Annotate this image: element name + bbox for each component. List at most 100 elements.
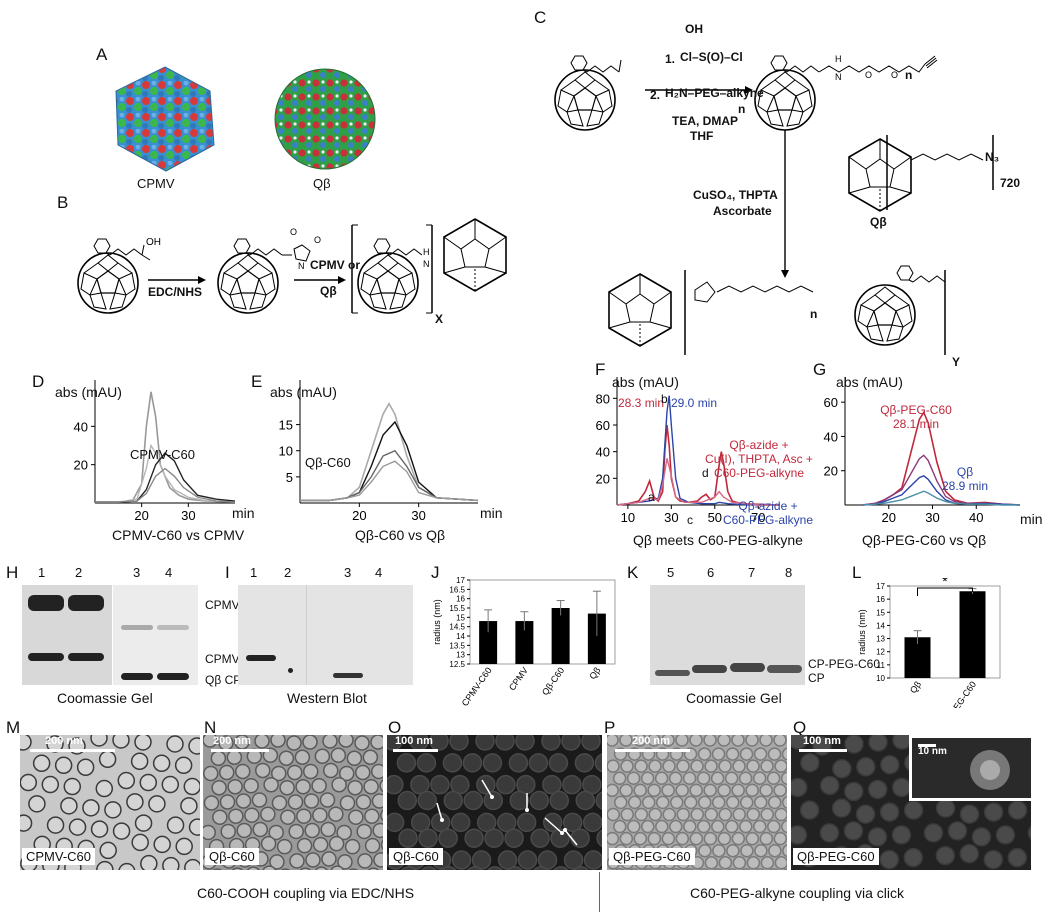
particle	[484, 828, 504, 848]
particle	[476, 774, 496, 795]
particle	[54, 756, 73, 775]
particle	[697, 819, 711, 834]
bottom-caption-left: C60-COOH coupling via EDC/NHS	[197, 885, 415, 901]
particle	[738, 771, 753, 785]
particle	[699, 868, 709, 870]
panel-label-d: D	[32, 372, 45, 391]
particle	[356, 823, 372, 840]
particle	[613, 795, 628, 810]
gel-h-lane-4: 4	[165, 565, 173, 580]
particle	[251, 792, 268, 808]
particle	[725, 747, 740, 761]
particle	[270, 735, 286, 748]
particle	[76, 758, 95, 777]
particle	[704, 759, 718, 773]
y-tick-label: 15	[876, 608, 885, 617]
particle	[573, 866, 589, 870]
particle	[629, 868, 639, 870]
particle	[541, 735, 561, 751]
particle	[959, 804, 980, 824]
particle	[20, 814, 33, 832]
particle	[134, 735, 152, 751]
particle	[338, 735, 354, 748]
chart-d-annotation: CPMV-C60	[130, 447, 196, 462]
particle	[724, 771, 739, 785]
particle	[363, 778, 379, 795]
particle	[443, 790, 464, 811]
particle	[228, 808, 244, 824]
particle	[397, 790, 418, 811]
particle	[947, 821, 968, 841]
chart-g: 20 30 40 20 40 60	[824, 377, 1021, 525]
x-tick-label: 30	[411, 508, 425, 523]
particle	[280, 809, 296, 825]
azide-n3: N₃	[985, 150, 1000, 164]
particle	[438, 828, 458, 848]
particle	[380, 839, 383, 851]
particle	[619, 831, 634, 846]
particle	[698, 843, 712, 858]
particle	[278, 750, 295, 766]
particle	[844, 735, 864, 754]
category-label: Qβ-PEG-C60	[939, 679, 978, 708]
series-line-f-1	[616, 395, 780, 506]
cpmv-particle-render	[115, 66, 215, 172]
y-tick-label: 15	[456, 613, 465, 622]
particle	[20, 735, 32, 751]
gel-k-lane-6: 6	[707, 565, 715, 580]
particle	[607, 807, 620, 822]
particle	[508, 753, 529, 773]
particle	[718, 759, 732, 773]
particle	[46, 816, 65, 834]
particle	[68, 818, 87, 836]
particle	[791, 735, 808, 750]
particle	[655, 819, 669, 834]
panel-label-a: A	[96, 45, 108, 64]
particle	[774, 807, 787, 822]
plot-frame	[469, 579, 616, 665]
particle	[63, 777, 82, 796]
particle	[429, 735, 449, 751]
particle	[983, 802, 1004, 822]
particle	[153, 835, 171, 854]
svg-text:N: N	[423, 259, 430, 269]
pointer-arrow	[564, 829, 578, 846]
gel-k	[650, 585, 805, 685]
particle	[295, 778, 311, 795]
series-line-e-0	[300, 402, 479, 502]
svg-text:O: O	[891, 70, 898, 80]
particle	[487, 866, 503, 870]
particle	[703, 783, 717, 798]
particle	[396, 753, 417, 773]
bar	[479, 621, 498, 664]
y-tick-label: 60	[824, 395, 838, 410]
reagent-cpmv-or: CPMV or	[310, 258, 361, 272]
particle	[467, 866, 483, 870]
particle	[314, 866, 328, 870]
category-label: CPMV	[507, 665, 530, 692]
panel-label-i: I	[225, 563, 230, 582]
panel-label-n: N	[204, 718, 217, 737]
chart-e-annotation: Qβ-C60	[305, 455, 351, 470]
particle	[303, 793, 320, 809]
y-tick-label: 13.5	[449, 641, 465, 650]
particle	[570, 828, 590, 848]
particle	[166, 735, 184, 753]
particle	[373, 852, 383, 868]
chart-d-xunit: min	[232, 505, 255, 521]
particle	[574, 753, 595, 773]
peak-d: d	[702, 466, 709, 480]
particle	[346, 750, 363, 766]
particle	[476, 812, 497, 833]
particle	[99, 841, 117, 860]
series-line-e-3	[300, 460, 479, 502]
particle	[364, 837, 381, 854]
step2-number: 2.	[650, 88, 661, 102]
x-tick-label: 40	[969, 510, 983, 525]
x-tick-label: 10	[621, 510, 635, 525]
particle	[380, 809, 383, 822]
particle	[548, 753, 569, 773]
panel-label-e: E	[251, 372, 263, 391]
particle	[509, 790, 530, 811]
y-tick-label: 16.5	[449, 585, 465, 594]
